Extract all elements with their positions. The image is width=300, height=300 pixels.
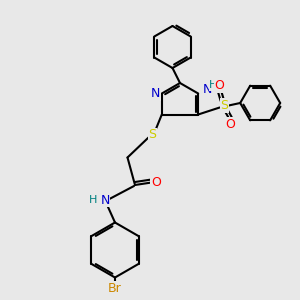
Text: N: N bbox=[151, 87, 160, 100]
Text: H: H bbox=[209, 80, 218, 90]
Text: O: O bbox=[151, 176, 161, 189]
Text: O: O bbox=[225, 118, 235, 130]
Text: Br: Br bbox=[108, 282, 122, 295]
Text: S: S bbox=[220, 99, 228, 112]
Text: N: N bbox=[203, 83, 213, 96]
Text: N: N bbox=[100, 194, 110, 206]
Text: O: O bbox=[215, 79, 225, 92]
Text: S: S bbox=[148, 128, 157, 142]
Text: H: H bbox=[89, 195, 98, 205]
